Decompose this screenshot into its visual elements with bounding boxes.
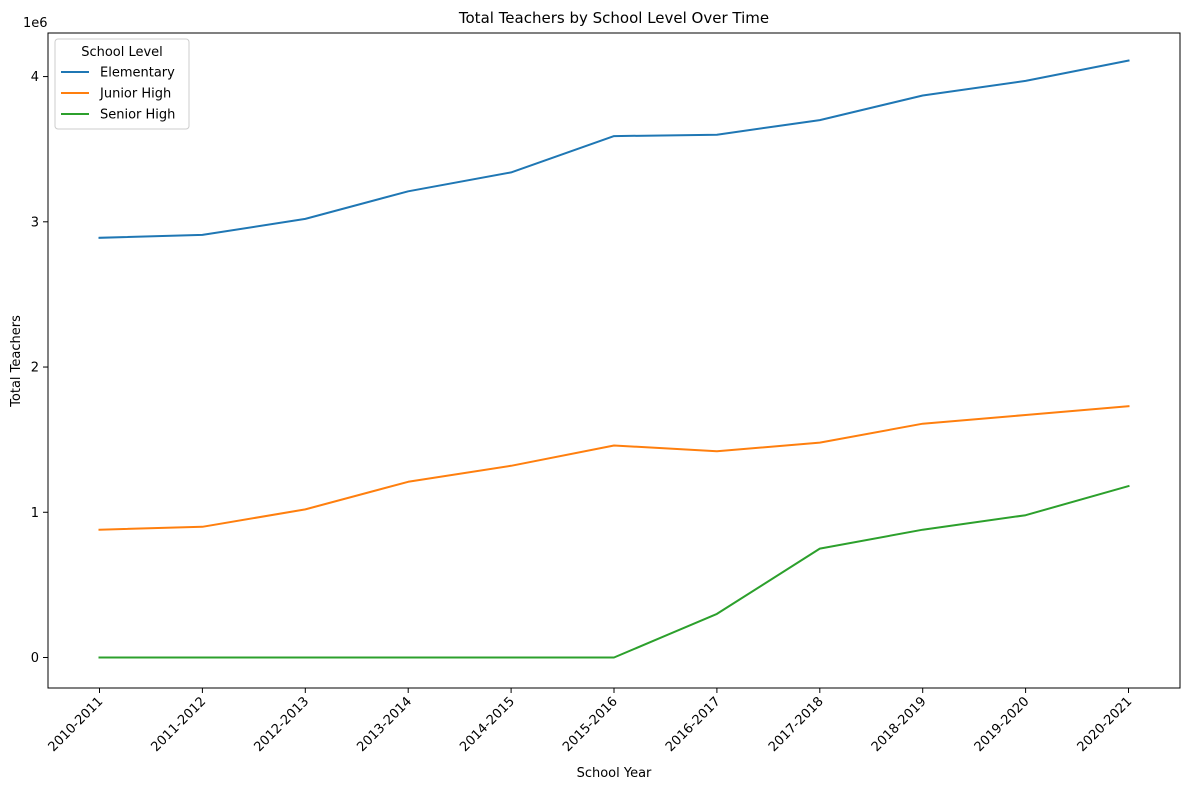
y-tick-label: 1 bbox=[31, 506, 39, 521]
legend-label: Junior High bbox=[99, 87, 171, 102]
series-line bbox=[98, 484, 1130, 659]
x-tick-label: 2019-2020 bbox=[972, 694, 1033, 755]
y-tick-label: 4 bbox=[31, 70, 39, 85]
y-tick-label: 0 bbox=[31, 651, 39, 666]
x-tick-label: 2011-2012 bbox=[149, 694, 210, 755]
x-tick-label: 2017-2018 bbox=[766, 694, 827, 755]
x-tick-label: 2012-2013 bbox=[251, 694, 312, 755]
legend-title: School Level bbox=[81, 45, 163, 60]
x-tick-label: 2015-2016 bbox=[560, 694, 621, 755]
y-axis-label: Total Teachers bbox=[9, 315, 24, 408]
y-scale-label: 1e6 bbox=[23, 16, 48, 31]
y-tick-label: 2 bbox=[31, 361, 39, 376]
series-line bbox=[98, 59, 1130, 239]
axes-frame bbox=[47, 32, 1181, 689]
x-tick-label: 2013-2014 bbox=[354, 694, 415, 755]
x-tick-label: 2016-2017 bbox=[663, 694, 724, 755]
legend-label: Senior High bbox=[100, 108, 175, 123]
chart-title: Total Teachers by School Level Over Time bbox=[458, 9, 769, 27]
y-tick-label: 3 bbox=[31, 215, 39, 230]
legend: School Level Elementary Junior High Senior… bbox=[54, 38, 190, 130]
series-line bbox=[98, 405, 1130, 531]
x-tick-label: 2010-2011 bbox=[46, 694, 107, 755]
legend-label: Elementary bbox=[100, 66, 175, 81]
legend-entries: Elementary Junior High Senior High bbox=[61, 66, 175, 123]
legend-box bbox=[54, 38, 190, 130]
plot-area: 0 1 2 3 4 2010-2011 2011-2012 2012-2013 2013-201… bbox=[31, 59, 1136, 755]
x-tick-label: 2020-2021 bbox=[1075, 694, 1136, 755]
x-tick-label: 2018-2019 bbox=[869, 694, 930, 755]
x-axis-label: School Year bbox=[577, 766, 652, 781]
x-tick-label: 2014-2015 bbox=[457, 694, 518, 755]
